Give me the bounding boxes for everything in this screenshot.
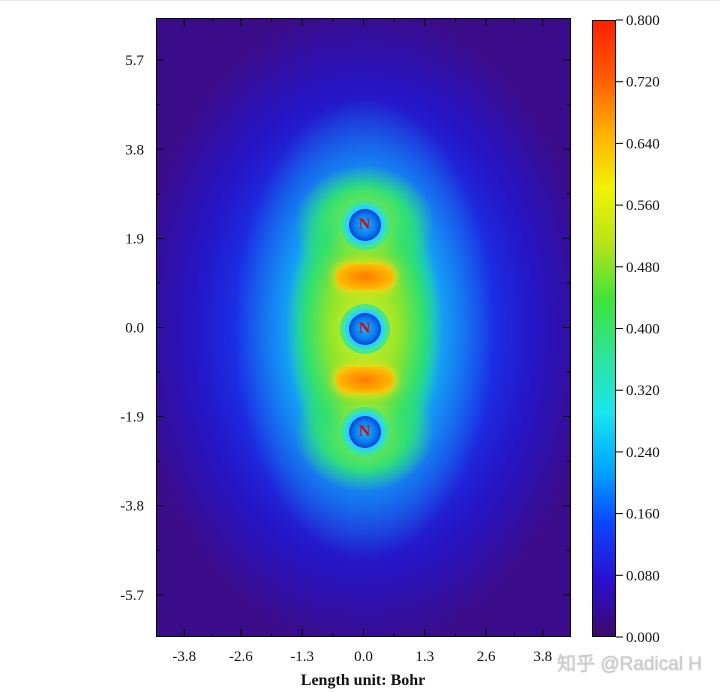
atom-label-2: N	[358, 422, 371, 440]
y-tick-label: -5.7	[120, 588, 144, 604]
x-tick-label: -1.3	[290, 649, 314, 665]
y-tick-label: -3.8	[120, 499, 144, 515]
x-tick-label: 2.6	[477, 649, 496, 665]
atom-label-1: N	[358, 319, 371, 337]
colorbar-tick-label: 0.480	[626, 260, 660, 276]
colorbar-tick-label: 0.080	[626, 568, 660, 584]
atom-core-0	[348, 209, 381, 242]
x-tick-label: 3.8	[533, 649, 552, 665]
y-tick-label: -1.9	[120, 410, 144, 426]
atom-core-2	[348, 415, 381, 448]
x-tick-label: -2.6	[229, 649, 253, 665]
heatmap-plot-area: N N N	[156, 18, 571, 637]
colorbar	[592, 20, 616, 637]
colorbar-tick-label: 0.720	[626, 75, 660, 91]
colorbar-tick-label: 0.640	[626, 136, 660, 152]
bond-maximum-1	[335, 367, 394, 394]
colorbar-tick-label: 0.400	[626, 322, 660, 338]
colorbar-tick-label: 0.800	[626, 13, 660, 29]
x-tick-label: 1.3	[415, 649, 434, 665]
y-tick-label: 0.0	[125, 321, 144, 337]
x-axis-ticks: -3.8 -2.6 -1.3 0.0 1.3 2.6 3.8	[172, 18, 552, 665]
atom-label-0: N	[358, 216, 371, 234]
x-tick-label: -3.8	[172, 649, 196, 665]
y-tick-label: 1.9	[125, 231, 144, 247]
bond-maximum-0	[335, 263, 394, 290]
colorbar-tick-label: 0.240	[626, 445, 660, 461]
colorbar-tick-label: 0.160	[626, 507, 660, 523]
colorbar-tick-label: 0.000	[626, 630, 660, 646]
x-tick-label: 0.0	[354, 649, 373, 665]
atom-core-1	[348, 312, 381, 345]
watermark-text: 知乎 @Radical H	[557, 654, 702, 675]
y-tick-label: 5.7	[125, 53, 144, 69]
colorbar-tick-label: 0.320	[626, 383, 660, 399]
x-axis-label: Length unit: Bohr	[301, 672, 425, 689]
top-divider	[0, 0, 720, 1]
y-axis-ticks: 5.7 3.8 1.9 0.0 -1.9 -3.8 -5.7	[120, 53, 571, 604]
colorbar-tick-label: 0.560	[626, 198, 660, 214]
colorbar-ticks: 0.800 0.720 0.640 0.560 0.480 0.400 0.320 0.240…	[616, 13, 660, 646]
y-tick-label: 3.8	[125, 142, 144, 158]
